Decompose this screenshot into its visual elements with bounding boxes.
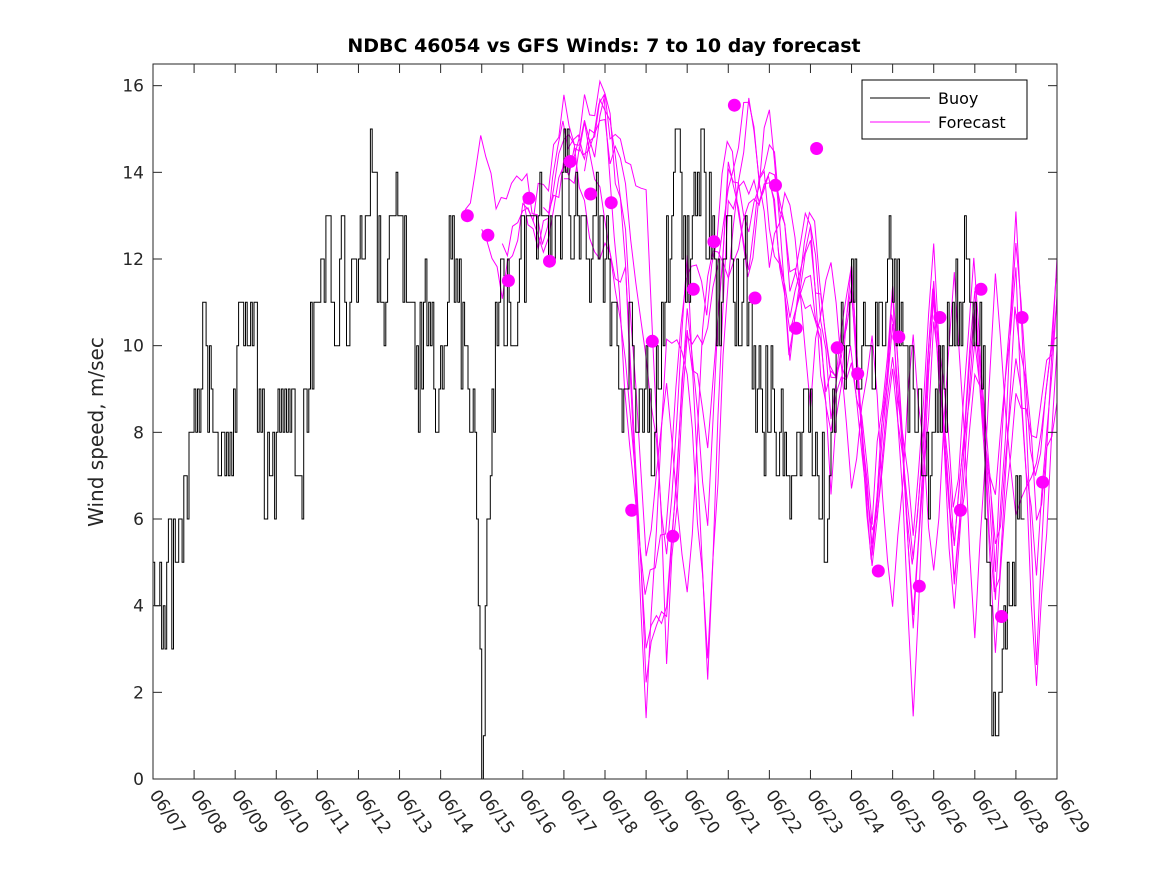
forecast-marker [460,209,474,223]
buoy-layer [153,128,1025,780]
forecast-marker [1015,311,1029,324]
y-tick-label: 4 [133,597,144,617]
forecast-marker [851,367,865,381]
forecast-marker [810,142,824,155]
forecast-marker [830,341,844,355]
forecast-marker [522,191,536,205]
forecast-marker [686,282,700,296]
forecast-marker [666,529,680,543]
forecast-series-line [584,93,1058,665]
forecast-marker [584,187,598,201]
y-axis-label: Wind speed, m/sec [84,337,108,527]
forecast-marker [789,321,803,335]
legend-forecast-label: Forecast [938,113,1006,132]
y-tick-label: 14 [122,163,144,183]
y-tick-label: 2 [133,683,144,703]
y-tick-label: 10 [122,337,144,357]
forecast-marker [769,178,782,192]
y-tick-label: 6 [133,510,144,530]
chart-title: NDBC 46054 vs GFS Winds: 7 to 10 day for… [347,35,860,57]
y-tick-label: 16 [122,77,144,97]
forecast-marker [707,235,721,249]
forecast-marker [563,155,577,168]
buoy-series-line [153,128,1025,780]
y-tick-label: 0 [133,770,144,790]
forecast-marker [748,291,762,305]
forecast-marker [645,334,659,348]
legend-box [861,79,1028,140]
forecast-markers [460,98,1050,623]
forecast-marker [933,311,947,324]
forecast-marker [1036,475,1050,489]
y-tick-label: 8 [133,423,144,443]
forecast-marker [543,254,556,268]
forecast-marker [481,228,495,242]
forecast-marker [995,610,1008,623]
forecast-marker [727,98,741,112]
forecast-marker [974,282,988,296]
y-tick-label: 12 [122,250,144,270]
forecast-marker [892,330,906,344]
legend: Buoy Forecast [861,79,1028,140]
forecast-marker [912,579,926,593]
legend-buoy-label: Buoy [938,89,978,108]
forecast-marker [625,503,639,517]
forecast-marker [953,503,967,517]
forecast-marker [501,274,515,288]
forecast-series-line [481,122,1058,649]
forecast-marker [871,564,885,578]
forecast-marker [604,196,618,210]
